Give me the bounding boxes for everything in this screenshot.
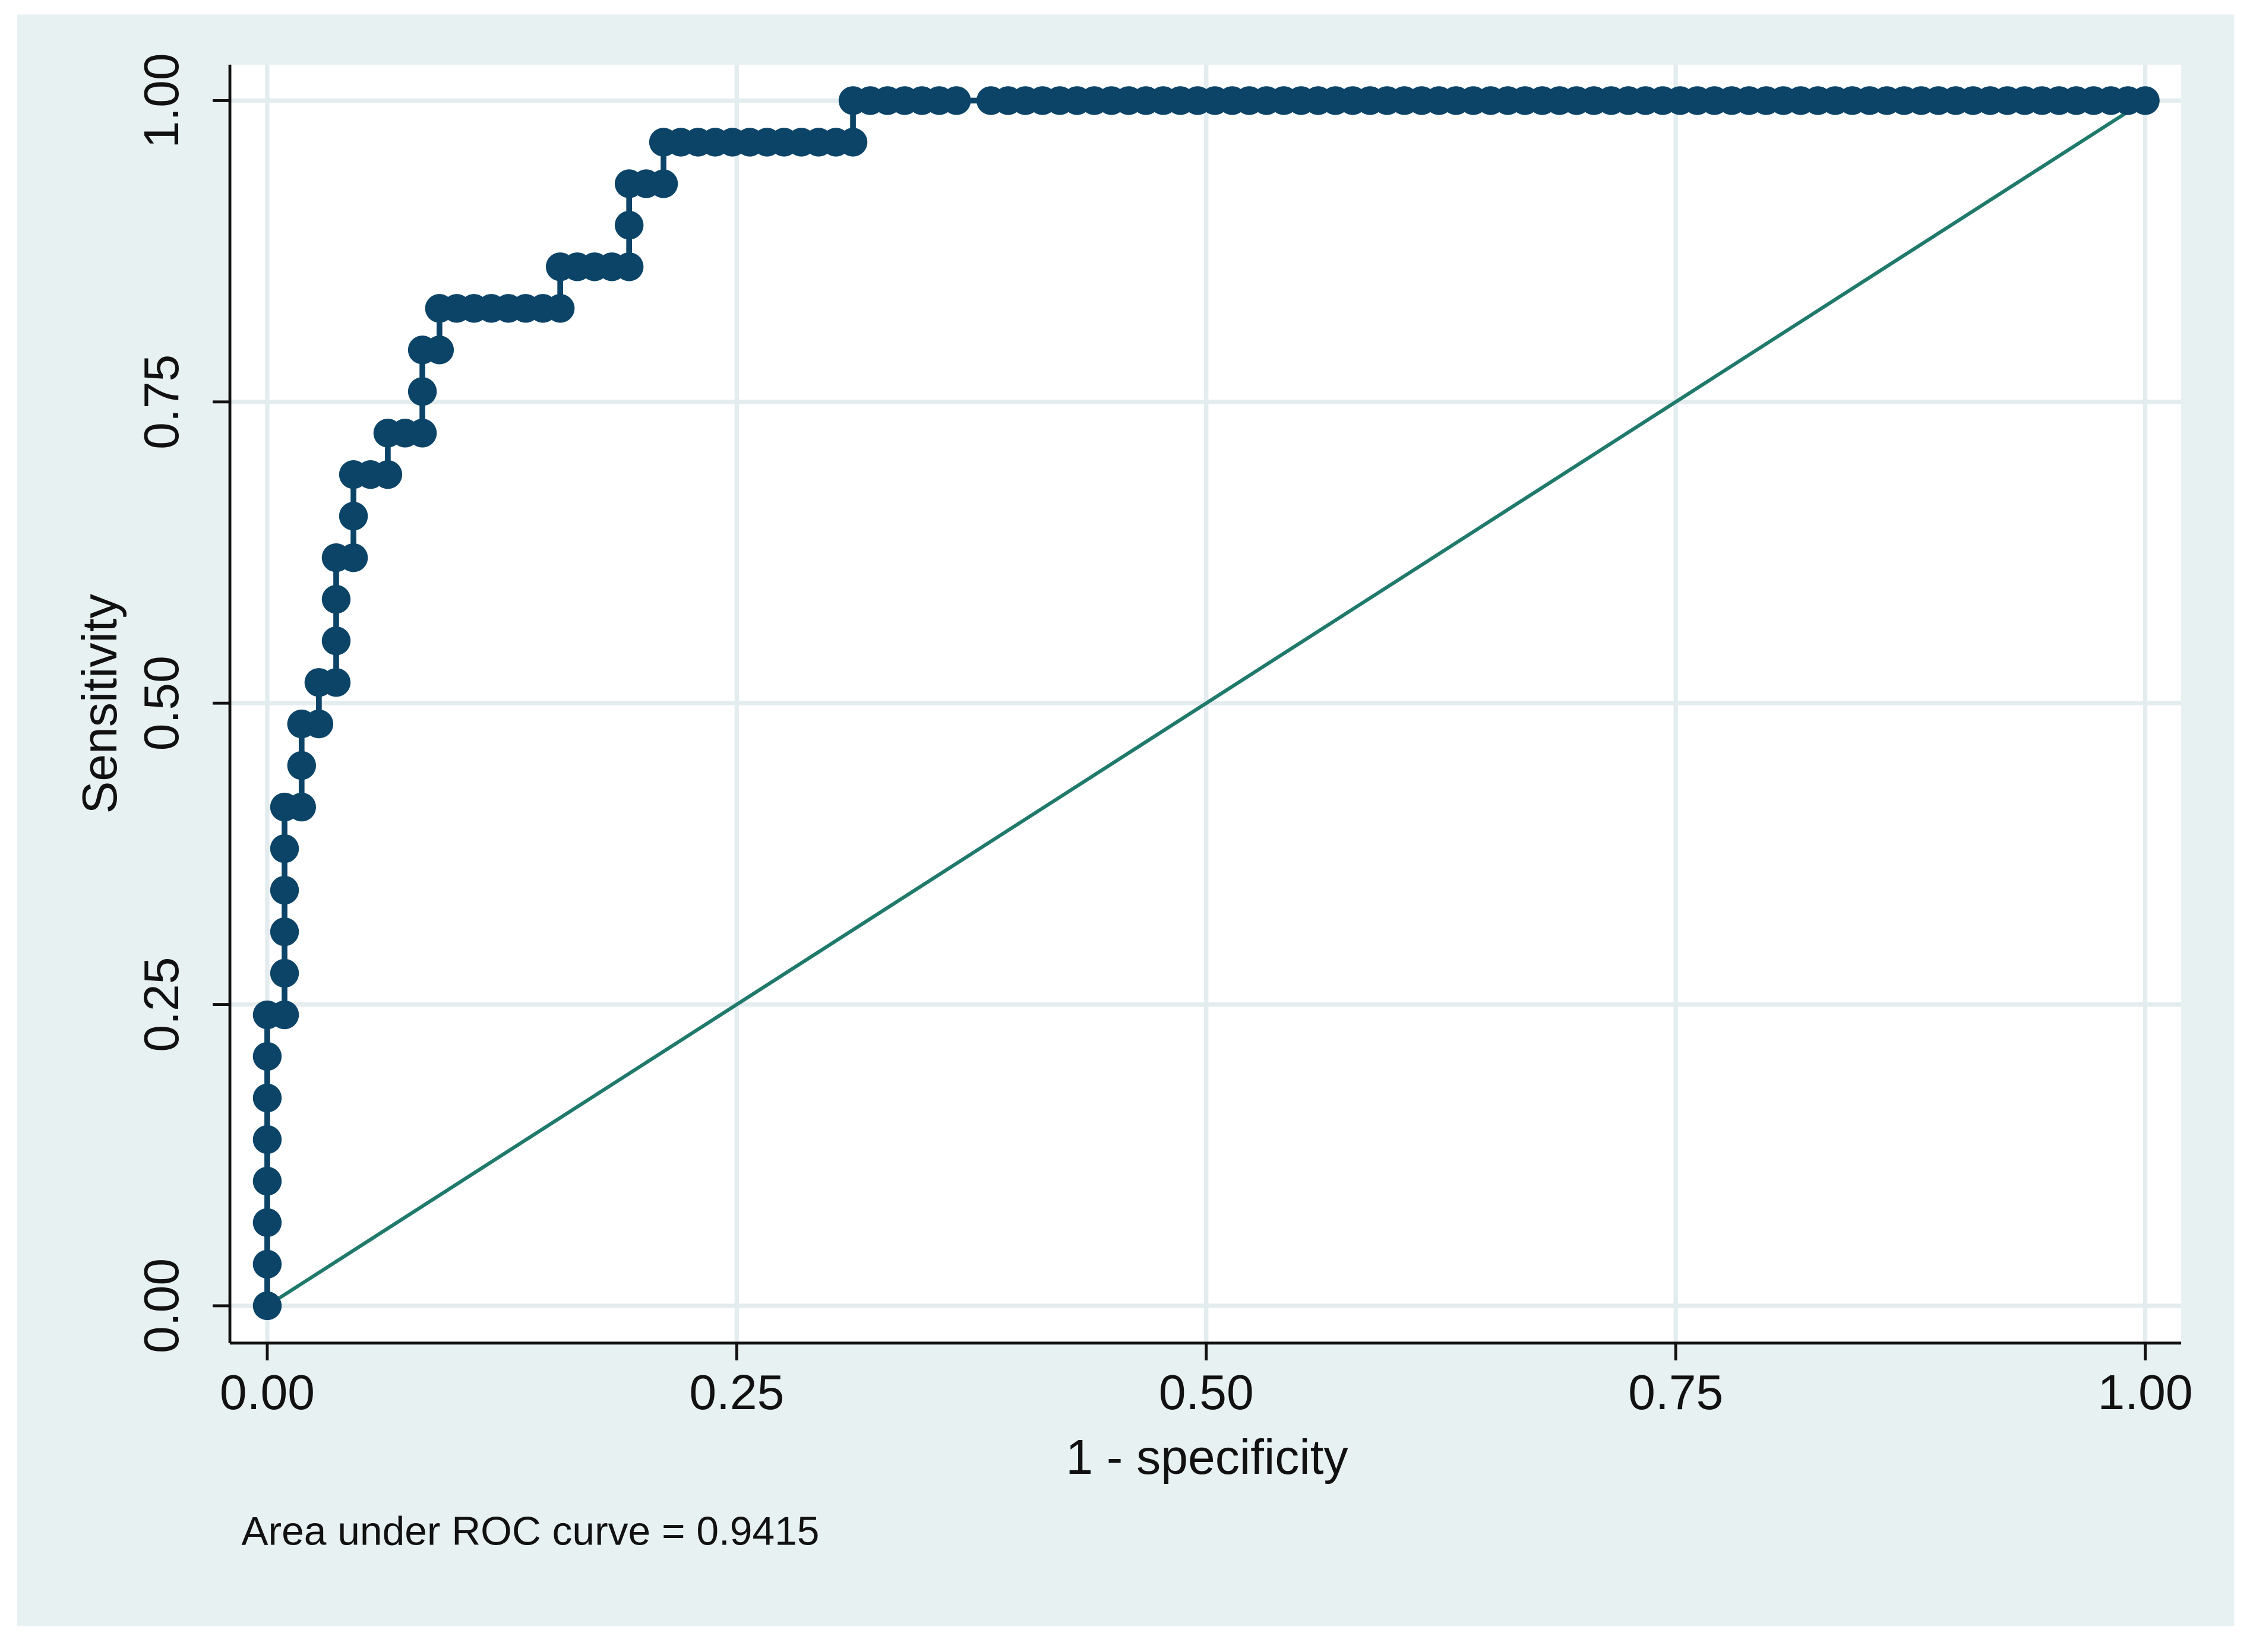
x-tick-label: 0.00 — [220, 1366, 315, 1420]
y-axis-label: Sensitivity — [73, 594, 127, 814]
roc-point — [407, 419, 437, 448]
roc-point — [321, 626, 351, 656]
x-axis-label: 1 - specificity — [1066, 1431, 1348, 1485]
roc-point — [649, 169, 678, 198]
y-tick-label: 0.25 — [135, 957, 189, 1052]
y-tick-label: 0.50 — [135, 656, 189, 751]
roc-point — [270, 834, 299, 863]
roc-point — [373, 460, 403, 489]
roc-point — [252, 1125, 282, 1154]
y-tick-label: 0.00 — [135, 1258, 189, 1353]
roc-point — [614, 252, 644, 281]
roc-point — [252, 1166, 282, 1196]
roc-point — [545, 294, 575, 323]
roc-point — [270, 917, 299, 947]
roc-point — [942, 86, 971, 115]
roc-point — [321, 585, 351, 614]
roc-point — [270, 875, 299, 905]
note: Area under ROC curve = 0.9415 — [241, 1509, 819, 1553]
roc-point — [270, 958, 299, 988]
roc-point — [838, 128, 868, 157]
x-tick-label: 0.50 — [1159, 1366, 1254, 1420]
roc-point — [287, 751, 316, 780]
x-tick-label: 1.00 — [2098, 1366, 2193, 1420]
roc-point — [407, 377, 437, 406]
roc-point — [339, 501, 368, 531]
roc-point — [425, 336, 454, 365]
roc-point — [287, 792, 316, 822]
roc-point — [252, 1042, 282, 1071]
roc-point — [321, 668, 351, 697]
y-tick-label: 1.00 — [135, 53, 189, 148]
roc-point — [614, 211, 644, 240]
y-tick-label: 0.75 — [135, 355, 189, 450]
reference-line — [266, 99, 2147, 1308]
x-tick-label: 0.25 — [689, 1366, 784, 1420]
roc-point — [339, 543, 368, 572]
roc-point — [252, 1249, 282, 1279]
x-tick-label: 0.75 — [1628, 1366, 1723, 1420]
roc-point — [252, 1208, 282, 1238]
roc-point — [2131, 86, 2160, 115]
roc-point — [252, 1083, 282, 1113]
roc-point — [304, 709, 334, 739]
roc-point — [252, 1291, 282, 1321]
roc-point — [270, 1000, 299, 1030]
